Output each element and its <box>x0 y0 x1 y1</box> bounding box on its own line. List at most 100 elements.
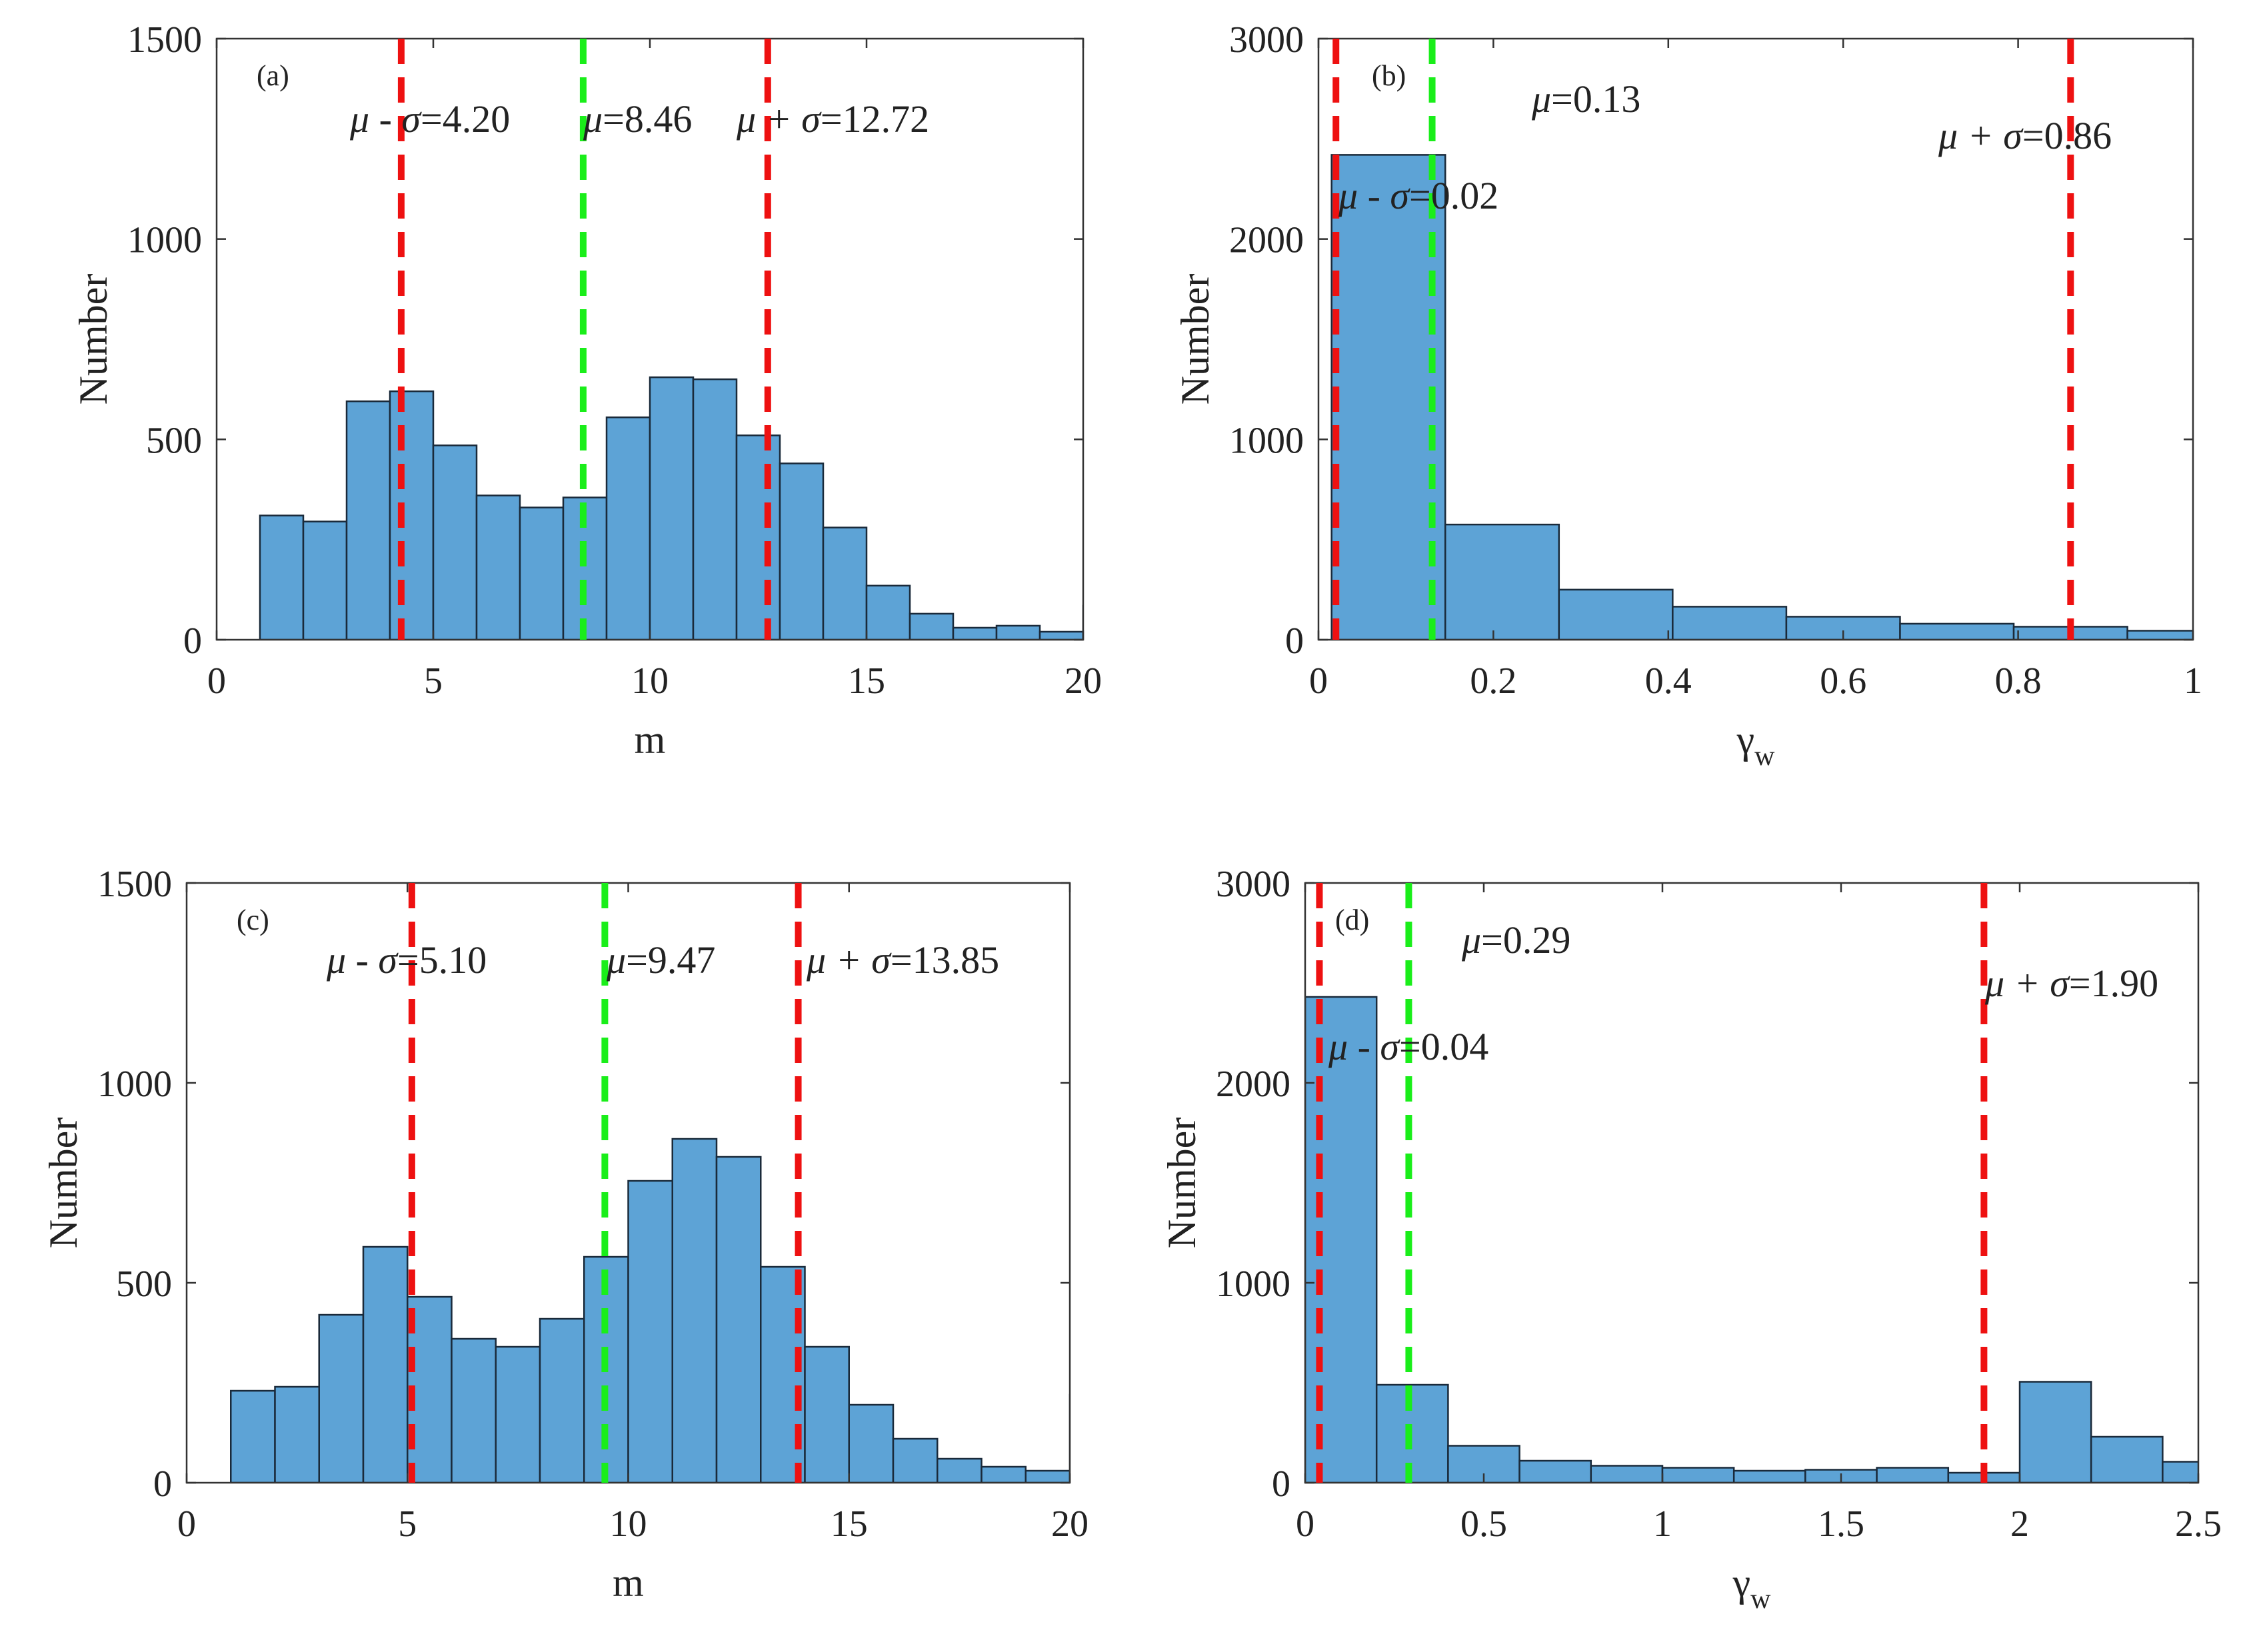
histogram-bar <box>345 400 391 640</box>
histogram-bar <box>627 1180 673 1483</box>
x-tick-label: 0.5 <box>1460 1503 1507 1545</box>
sigma-annotation: μ - σ=5.10 <box>326 938 487 982</box>
x-tick-label: 0 <box>1309 660 1328 702</box>
histogram-bar <box>302 520 348 640</box>
histogram-bar <box>432 444 478 640</box>
histogram-bar <box>2126 630 2193 640</box>
panel-tag: (c) <box>237 904 269 936</box>
x-tick-label: 0 <box>1296 1503 1314 1545</box>
y-tick-label: 1000 <box>97 1064 172 1105</box>
y-tick-label: 500 <box>116 1263 172 1305</box>
x-tick-label: 0 <box>207 660 226 702</box>
x-tick-label: 1 <box>2184 660 2202 702</box>
histogram-bar <box>1039 630 1083 640</box>
bars <box>1305 996 2198 1483</box>
histogram-bar <box>1444 523 1560 640</box>
y-tick-label: 1000 <box>1229 420 1304 461</box>
y-axis-label: Number <box>71 274 115 405</box>
histogram-bar <box>1558 588 1674 640</box>
x-tick-label: 15 <box>848 660 885 702</box>
histogram-bar <box>1590 1465 1664 1483</box>
histogram-bar <box>318 1313 365 1483</box>
histogram-bar <box>909 612 955 640</box>
histogram-bar <box>1661 1467 1735 1483</box>
histogram-bar <box>671 1138 718 1483</box>
y-tick-label: 1000 <box>127 220 202 261</box>
x-tick-label: 15 <box>831 1503 868 1545</box>
histogram-bar <box>389 390 435 640</box>
histogram-bar <box>1025 1469 1070 1483</box>
mean-annotation: μ=0.13 <box>1531 77 1640 121</box>
sigma-annotation: μ + σ=0.86 <box>1938 114 2112 157</box>
histogram-bar <box>715 1156 762 1483</box>
x-axis-label: γw <box>1736 718 1776 772</box>
y-axis-label: Number <box>41 1118 85 1249</box>
y-tick-label: 2000 <box>1216 1064 1290 1105</box>
panel-d: 0 0.5 1 1.5 2 2.5 0 1000 2000 3000 μ - σ=0.04 μ=0.2… <box>1160 864 2222 1615</box>
y-tick-label: 3000 <box>1229 19 1304 61</box>
histogram-bar <box>362 1245 409 1483</box>
histogram-bar <box>1069 1393 1070 1483</box>
histogram-bar <box>1375 1383 1449 1483</box>
plot-frame <box>1304 882 2200 1484</box>
y-axis-label: Number <box>1173 274 1217 405</box>
panel-tag: (a) <box>257 59 289 92</box>
histogram-bar <box>1518 1459 1592 1483</box>
histogram-bar <box>892 1437 939 1483</box>
y-tick-label: 0 <box>1272 1463 1290 1505</box>
bars <box>1330 154 2193 640</box>
histogram-bar <box>779 462 825 640</box>
histogram-bar <box>865 584 911 640</box>
x-tick-label: 20 <box>1051 1503 1089 1545</box>
x-tick-label: 2.5 <box>2175 1503 2222 1545</box>
histogram-bar <box>230 1389 276 1483</box>
histogram-bar <box>822 526 868 640</box>
x-tick-label: 0.6 <box>1820 660 1866 702</box>
mean-annotation: μ=8.46 <box>583 97 692 141</box>
x-tick-label: 5 <box>424 660 443 702</box>
histogram-bar <box>451 1337 497 1483</box>
mean-annotation: μ=0.29 <box>1461 918 1570 962</box>
x-tick-label: 1 <box>1653 1503 1672 1545</box>
y-tick-label: 1000 <box>1216 1263 1290 1305</box>
y-tick-label: 0 <box>1285 620 1304 662</box>
sigma-annotation: μ - σ=0.04 <box>1328 1025 1488 1068</box>
mean-annotation: μ=9.47 <box>606 938 715 982</box>
panel-tag: (b) <box>1372 59 1406 92</box>
y-tick-label: 1500 <box>97 864 172 905</box>
y-tick-label: 0 <box>153 1463 172 1505</box>
x-tick-label: 10 <box>631 660 669 702</box>
histogram-bar <box>495 1345 541 1483</box>
histogram-bar <box>519 506 565 640</box>
histogram-bar <box>1732 1469 1806 1483</box>
sigma-annotation: μ - σ=4.20 <box>349 97 510 141</box>
y-tick-label: 3000 <box>1216 864 1290 905</box>
histogram-bar <box>848 1403 895 1483</box>
y-tick-label: 0 <box>183 620 202 662</box>
sigma-annotation: μ + σ=1.90 <box>1984 962 2158 1005</box>
histogram-bar <box>1330 154 1446 640</box>
histogram-bar <box>2090 1435 2164 1483</box>
y-axis-label: Number <box>1160 1118 1204 1249</box>
x-axis-label: γw <box>1732 1561 1772 1615</box>
panel-tag: (d) <box>1335 904 1369 936</box>
panel-a: 0 5 10 15 20 0 500 1000 1500 μ - σ=4.20 μ=8.46 μ + … <box>71 19 1102 762</box>
histogram-bar <box>605 416 651 640</box>
histogram-bar <box>649 376 695 640</box>
x-tick-label: 2 <box>2010 1503 2029 1545</box>
panel-b: 0 0.2 0.4 0.6 0.8 1 0 1000 2000 3000 μ - σ=0.02 μ=0… <box>1173 19 2202 772</box>
histogram-bar <box>274 1385 320 1483</box>
panel-c: 0 5 10 15 20 0 500 1000 1500 μ - σ=5.10 μ=9.47 μ + … <box>41 864 1089 1605</box>
histogram-bar <box>952 626 998 640</box>
histogram-bar <box>1082 604 1083 640</box>
histogram-bar <box>692 378 738 640</box>
histogram-bar <box>804 1345 850 1483</box>
histogram-bar <box>2018 1381 2092 1483</box>
plot-frame <box>1317 37 2194 641</box>
x-axis-label: m <box>613 1561 644 1605</box>
bars <box>259 376 1083 640</box>
histogram-bar <box>1876 1467 1950 1483</box>
histogram-bar <box>539 1317 585 1483</box>
histogram-bar <box>1672 606 1788 640</box>
